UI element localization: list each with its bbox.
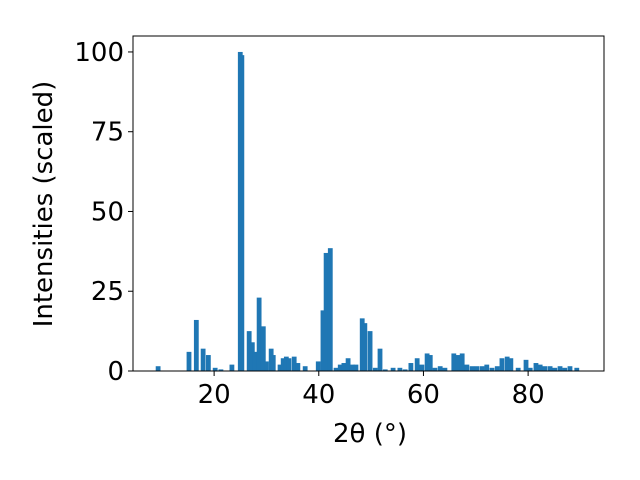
bar [455, 355, 461, 371]
bar [200, 348, 206, 371]
bar [333, 367, 339, 371]
bar [302, 366, 308, 371]
bar [323, 252, 329, 371]
bar [286, 358, 292, 371]
bar [527, 367, 533, 371]
bar [432, 367, 438, 371]
bar [212, 367, 218, 371]
bar [469, 366, 475, 371]
bar [427, 355, 433, 371]
bar [523, 359, 529, 371]
bar [353, 364, 359, 371]
bar [283, 356, 289, 371]
bar [382, 369, 388, 371]
bar [291, 356, 297, 371]
bar [424, 353, 430, 371]
bar [320, 310, 326, 371]
bar [397, 367, 403, 371]
bar [270, 355, 276, 371]
bar [408, 363, 414, 371]
bar [547, 366, 553, 371]
bar [437, 366, 443, 371]
bar [367, 331, 373, 371]
bar [280, 358, 286, 371]
bar [484, 364, 490, 371]
bar [557, 366, 563, 371]
bar [341, 363, 347, 371]
bar [193, 319, 199, 371]
bar [337, 364, 343, 371]
bar [256, 297, 262, 371]
bar [218, 369, 224, 371]
y-axis-label: Intensities (scaled) [29, 81, 59, 328]
x-tick-label: 60 [407, 380, 440, 410]
bar [205, 355, 211, 371]
bar [574, 367, 580, 371]
bar [349, 364, 355, 371]
bar [542, 366, 548, 371]
bar [372, 367, 378, 371]
bar [533, 363, 539, 371]
bar [489, 367, 495, 371]
bar [499, 358, 505, 371]
bar [494, 366, 500, 371]
bar [239, 55, 245, 372]
bar [359, 318, 365, 371]
y-tick-label: 25 [91, 277, 124, 307]
x-axis-label: 2θ (°) [333, 419, 407, 449]
bar [459, 353, 465, 371]
bar [552, 367, 558, 371]
bar [402, 369, 408, 371]
y-tick-label: 0 [107, 357, 124, 387]
bar [451, 353, 457, 371]
bar [377, 348, 383, 371]
bar [442, 367, 448, 371]
bar [315, 361, 321, 371]
bar [537, 364, 543, 371]
bar [504, 356, 510, 371]
bar [264, 361, 269, 371]
plot-frame [132, 35, 605, 372]
bar [345, 358, 351, 371]
bar [246, 331, 252, 371]
bar [390, 367, 396, 371]
bar [327, 248, 333, 371]
y-tick-label: 75 [91, 118, 124, 148]
bar [508, 358, 514, 371]
bar [277, 364, 283, 371]
bar [515, 367, 521, 371]
bar [562, 367, 568, 371]
bar [155, 366, 161, 371]
bar [419, 364, 425, 371]
x-tick-label: 80 [512, 380, 545, 410]
y-tick-label: 50 [91, 197, 124, 227]
bar [474, 366, 480, 371]
bar [464, 364, 470, 371]
bar [362, 323, 368, 371]
bar [186, 351, 192, 371]
bar [229, 364, 235, 371]
y-tick-label: 100 [74, 38, 124, 68]
x-tick-label: 20 [198, 380, 231, 410]
bar [414, 358, 420, 371]
bar [249, 342, 255, 371]
bar [479, 366, 485, 371]
bar [567, 366, 573, 371]
bar [295, 363, 301, 371]
x-tick-label: 40 [302, 380, 335, 410]
bar [260, 326, 266, 371]
bar [252, 351, 258, 371]
